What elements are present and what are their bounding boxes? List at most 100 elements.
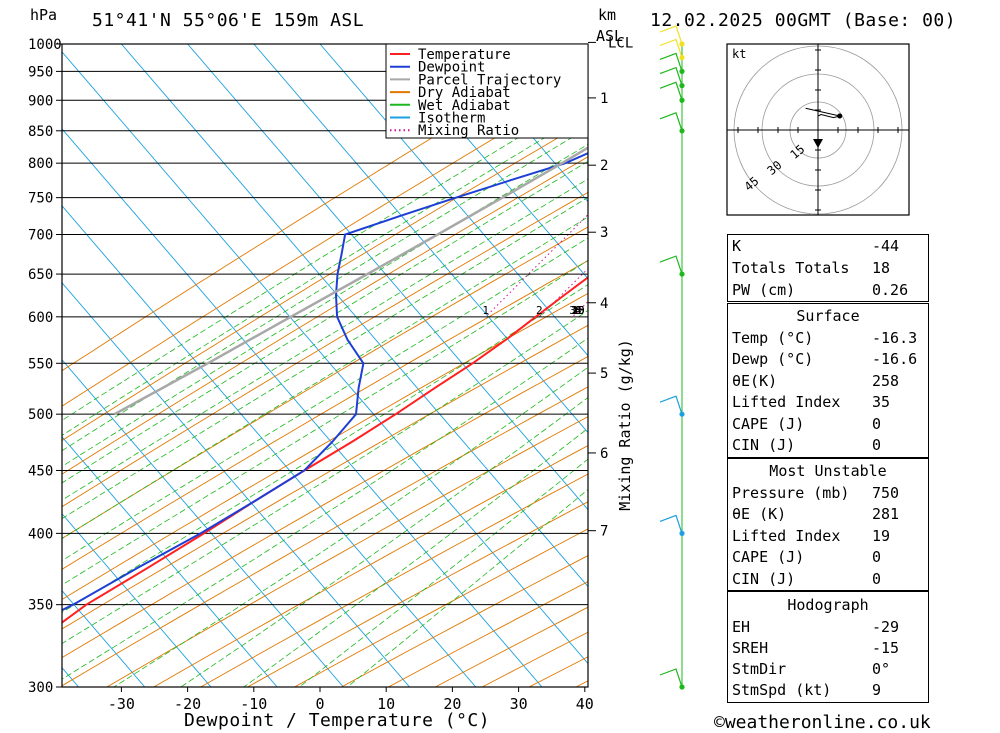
location-title: 51°41'N 55°06'E 159m ASL (92, 10, 365, 31)
pressure-tick-label: 400 (28, 526, 53, 542)
wind-barb (659, 52, 683, 72)
x-axis-title: Dewpoint / Temperature (°C) (184, 710, 491, 731)
axes: 3003504004505005506006507007508008509009… (28, 37, 594, 713)
surface-lifted-row: Lifted Index 35 (732, 393, 891, 411)
isotherm-line (121, 44, 588, 588)
legend-label: Temperature (418, 47, 511, 63)
mu-cape-row: CAPE (J) 0 (732, 548, 882, 566)
height-tick-label: 1 (600, 91, 608, 107)
copyright: ©weatheronline.co.uk (714, 712, 931, 733)
datetime-title: 12.02.2025 00GMT (Base: 00) (650, 10, 957, 31)
surface-box: Surface Temp (°C) -16.3 Dewp (°C) -16.6 θE… (727, 303, 929, 458)
pressure-tick-label: 850 (28, 124, 53, 140)
height-tick-label: 2 (600, 158, 608, 174)
dry-adiabat-line (62, 324, 588, 630)
sreh-row: SREH -15 (732, 639, 900, 657)
hodograph-box: Hodograph EH -29 SREH -15 StmDir 0° StmSpd … (727, 591, 929, 703)
eh-row: EH -29 (732, 618, 900, 636)
mixing-ratio-label: 3 (569, 304, 576, 317)
legend-label: Dewpoint (418, 60, 485, 76)
k-index-row: K -44 (732, 237, 900, 255)
mu-lifted-row: Lifted Index 19 (732, 527, 891, 545)
surface-temp-row: Temp (°C) -16.3 (732, 329, 918, 347)
profile-lines (62, 146, 588, 624)
dry-adiabat-line (106, 416, 588, 687)
hodograph-end-dot (837, 113, 843, 119)
temperature-tick-label: -10 (240, 695, 267, 713)
indices-box-top: K -44 Totals Totals 18 PW (cm) 0.26 (727, 234, 929, 302)
totals-row: Totals Totals 18 (732, 259, 891, 277)
wet-adiabat-line (180, 396, 588, 687)
mixing-ratio-line (485, 213, 588, 318)
pressure-tick-label: 600 (28, 310, 53, 326)
height-tick-label: 5 (600, 366, 608, 382)
pressure-tick-label: 350 (28, 598, 53, 614)
height-tick-label: 6 (600, 446, 608, 462)
isotherm-line (452, 44, 588, 203)
wind-barb (659, 25, 683, 45)
height-tick-label: 4 (600, 296, 608, 312)
temperature-tick-label: -30 (108, 695, 135, 713)
wind-dot (679, 54, 685, 61)
wind-barb (659, 395, 683, 415)
parcel-trajectory-line (113, 146, 588, 416)
wet-adiabat-line (347, 489, 588, 687)
isotherm-line (62, 359, 344, 687)
legend-label: Mixing Ratio (418, 123, 519, 139)
isotherm-line (62, 51, 588, 665)
surface-cape-row: CAPE (J) 0 (732, 415, 882, 433)
temperature-tick-label: 10 (377, 695, 395, 713)
hodograph-units: kt (732, 47, 746, 61)
height-axis: 7 6 5 4 3 2 1 LCL (588, 35, 633, 540)
wind-barb (659, 112, 683, 131)
legend-label: Wet Adiabat (418, 98, 511, 114)
isotherm-line (253, 44, 588, 434)
isotherm-line (62, 513, 212, 687)
wet-adiabat-line (298, 458, 588, 687)
pressure-tick-label: 300 (28, 680, 53, 696)
wind-barb (659, 66, 683, 86)
wind-dot (679, 83, 685, 89)
most-unstable-box: Most Unstable Pressure (mb) 750 θE (K) 281… (727, 458, 929, 591)
wet-adiabat-line (62, 111, 588, 436)
pressure-tick-label: 950 (28, 64, 53, 80)
isotherm-line (385, 44, 588, 280)
stmspd-row: StmSpd (kt) 9 (732, 681, 882, 699)
pressure-tick-label: 800 (28, 156, 53, 172)
temperature-tick-label: 20 (443, 695, 461, 713)
wind-barb (659, 38, 683, 58)
wind-barb (659, 81, 683, 101)
mixing-ratio-label: 15 (571, 304, 584, 317)
mixing-ratio-label: 10 (571, 304, 584, 317)
dewpoint-line (62, 152, 588, 612)
wind-barb (659, 255, 683, 275)
mixing-ratio-label: 20 (571, 304, 584, 317)
pressure-tick-label: 650 (28, 267, 53, 283)
dry-adiabat-line (247, 501, 588, 687)
temperature-line (62, 276, 588, 624)
stmdir-row: StmDir 0° (732, 660, 891, 678)
isotherm-line (62, 282, 410, 687)
mixing-ratio-label: 8 (575, 304, 582, 317)
pw-row: PW (cm) 0.26 (732, 281, 909, 299)
hodograph-title: Hodograph (787, 596, 869, 614)
legend-box (385, 43, 589, 139)
most-unstable-title: Most Unstable (769, 462, 887, 480)
isotherm-line (62, 205, 477, 687)
asl-label: ASL (596, 27, 624, 45)
pressure-tick-label: 1000 (28, 37, 62, 53)
surface-title: Surface (796, 307, 860, 325)
mu-cin-row: CIN (J) 0 (732, 570, 882, 588)
wet-adiabat-line (62, 337, 588, 680)
height-tick-label: 7 (600, 524, 608, 540)
height-tick-label: LCL (608, 35, 633, 51)
isotherm-line (187, 44, 588, 511)
dry-adiabat-line (62, 386, 588, 687)
hodograph-trace (805, 107, 840, 119)
temperature-tick-label: 30 (510, 695, 528, 713)
hpa-label: hPa (30, 6, 58, 24)
wind-profile (659, 25, 685, 690)
